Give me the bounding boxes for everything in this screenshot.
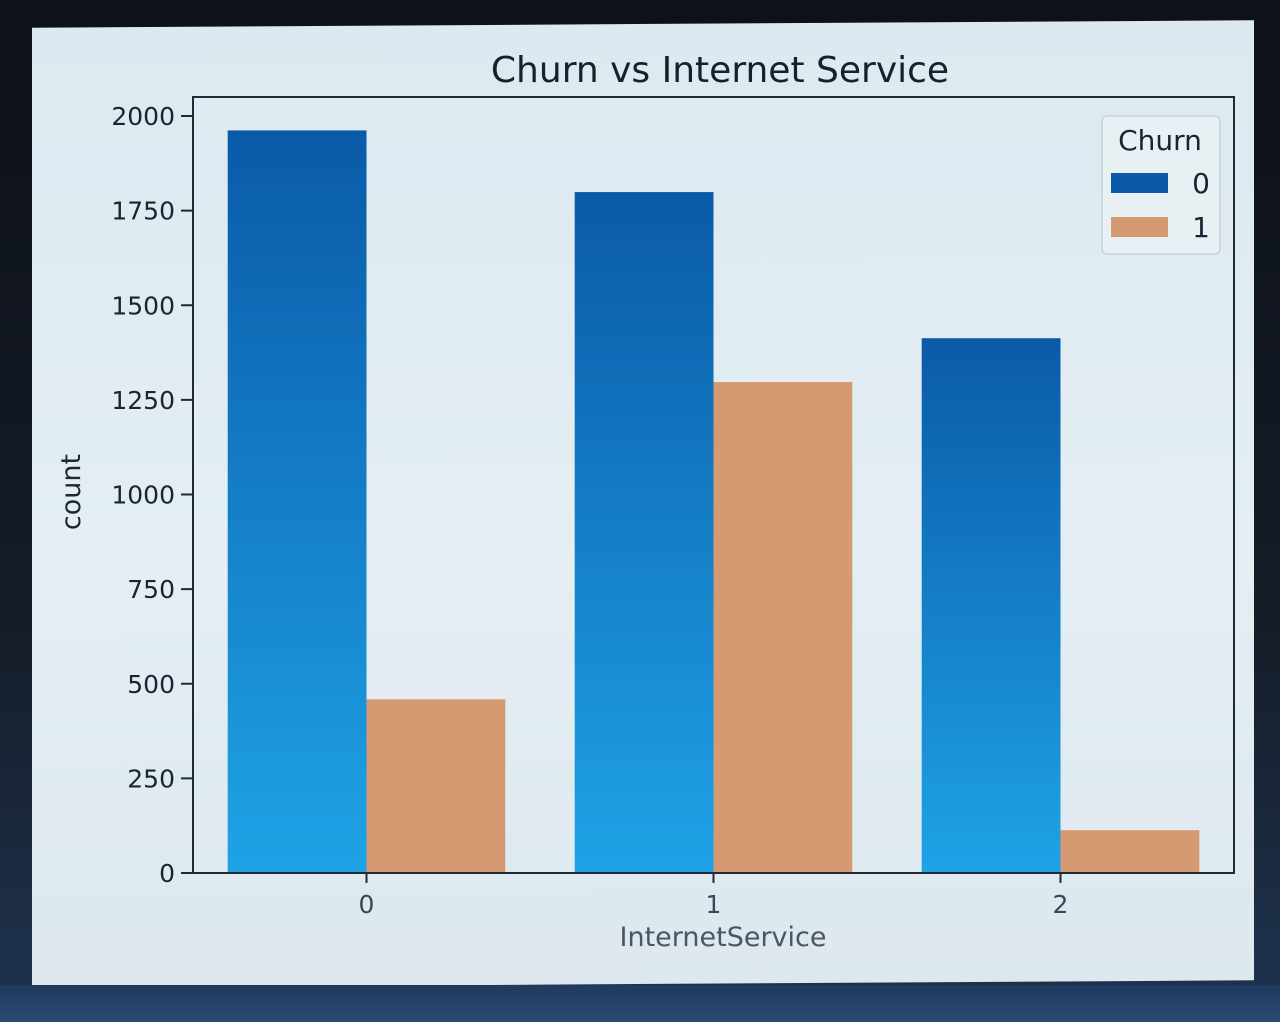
legend-label-churn-0: 0	[1192, 167, 1210, 200]
bar-churn-1-service-2	[1060, 830, 1200, 873]
y-axis-label: count	[56, 454, 87, 530]
y-tick-label: 250	[127, 764, 175, 793]
x-tick-label: 0	[359, 890, 375, 919]
bar-churn-0-service-2	[921, 338, 1061, 873]
legend-title: Churn	[1118, 124, 1202, 157]
x-tick-label: 2	[1053, 890, 1069, 919]
bar-churn-0-service-0	[227, 130, 367, 873]
legend: Churn 0 1	[1101, 115, 1221, 255]
y-axis-ticks: 0 250 500 750 1000 1250 1500 1750 2000	[111, 102, 193, 888]
bar-churn-1-service-0	[366, 699, 506, 873]
y-tick-label: 1500	[111, 291, 175, 320]
y-tick-label: 1750	[111, 197, 175, 226]
x-axis-label: InternetService	[620, 922, 827, 953]
y-tick-label: 0	[159, 859, 175, 888]
bar-churn-0-service-1	[574, 192, 714, 874]
bar-churn-1-service-1	[713, 382, 853, 873]
chart-title: Churn vs Internet Service	[491, 50, 949, 91]
y-tick-label: 1250	[111, 386, 175, 415]
monitor-bezel	[0, 985, 1280, 1022]
y-tick-label: 2000	[111, 102, 175, 131]
x-axis-ticks: 0 1 2	[359, 873, 1069, 919]
y-tick-label: 750	[127, 575, 175, 604]
legend-swatch-churn-1	[1111, 217, 1168, 237]
x-tick-label: 1	[706, 890, 722, 919]
legend-swatch-churn-0	[1111, 173, 1168, 193]
legend-label-churn-1: 1	[1192, 211, 1210, 244]
y-tick-label: 500	[127, 670, 175, 699]
bars-group	[227, 130, 1200, 874]
y-tick-label: 1000	[111, 481, 175, 510]
